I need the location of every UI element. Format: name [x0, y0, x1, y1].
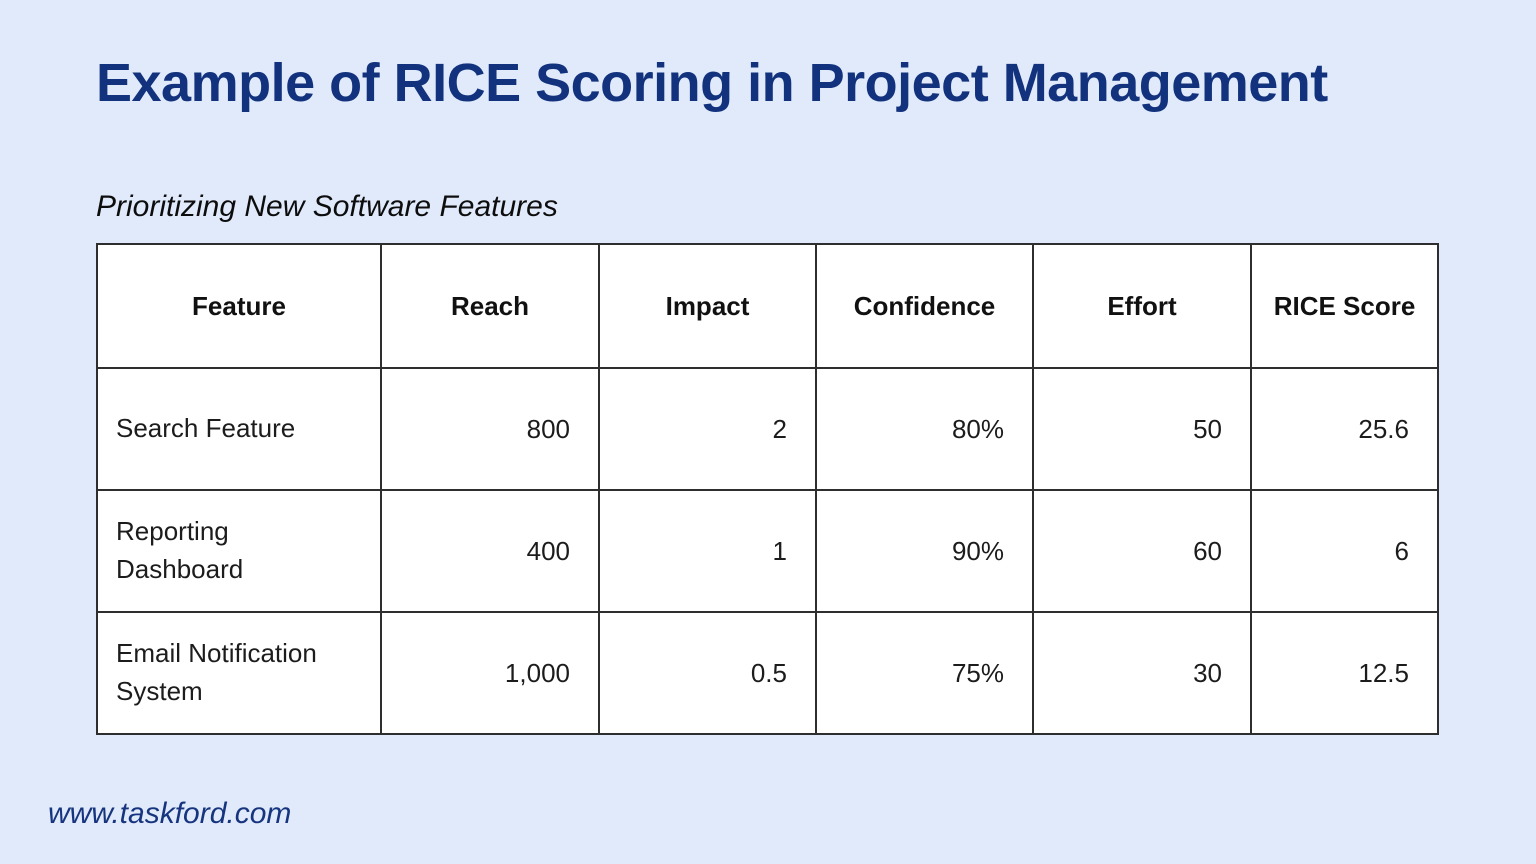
website-url: www.taskford.com: [48, 797, 292, 830]
cell-rice-score: 12.5: [1250, 611, 1439, 735]
page-title: Example of RICE Scoring in Project Manag…: [96, 53, 1328, 113]
column-header-reach: Reach: [380, 243, 600, 369]
cell-impact: 1: [598, 489, 817, 613]
table-row-search-feature: Search Feature 800 2 80% 50 25.6: [96, 367, 1439, 491]
cell-confidence: 90%: [815, 489, 1034, 613]
cell-effort: 50: [1032, 367, 1252, 491]
cell-confidence: 75%: [815, 611, 1034, 735]
cell-rice-score: 25.6: [1250, 367, 1439, 491]
cell-feature: Email Notification System: [96, 611, 382, 735]
cell-impact: 2: [598, 367, 817, 491]
cell-effort: 60: [1032, 489, 1252, 613]
rice-scoring-table: Feature Reach Impact Confidence Effort R…: [96, 243, 1439, 735]
column-header-impact: Impact: [598, 243, 817, 369]
cell-impact: 0.5: [598, 611, 817, 735]
cell-reach: 800: [380, 367, 600, 491]
column-header-feature: Feature: [96, 243, 382, 369]
table-caption: Prioritizing New Software Features: [96, 190, 558, 223]
column-header-confidence: Confidence: [815, 243, 1034, 369]
column-header-rice-score: RICE Score: [1250, 243, 1439, 369]
cell-confidence: 80%: [815, 367, 1034, 491]
cell-reach: 400: [380, 489, 600, 613]
cell-rice-score: 6: [1250, 489, 1439, 613]
cell-reach: 1,000: [380, 611, 600, 735]
column-header-effort: Effort: [1032, 243, 1252, 369]
cell-effort: 30: [1032, 611, 1252, 735]
cell-feature: Search Feature: [96, 367, 382, 491]
table-row-reporting-dashboard: Reporting Dashboard 400 1 90% 60 6: [96, 489, 1439, 613]
cell-feature: Reporting Dashboard: [96, 489, 382, 613]
table-row-email-notification-system: Email Notification System 1,000 0.5 75% …: [96, 611, 1439, 735]
table-header-row: Feature Reach Impact Confidence Effort R…: [96, 243, 1439, 369]
